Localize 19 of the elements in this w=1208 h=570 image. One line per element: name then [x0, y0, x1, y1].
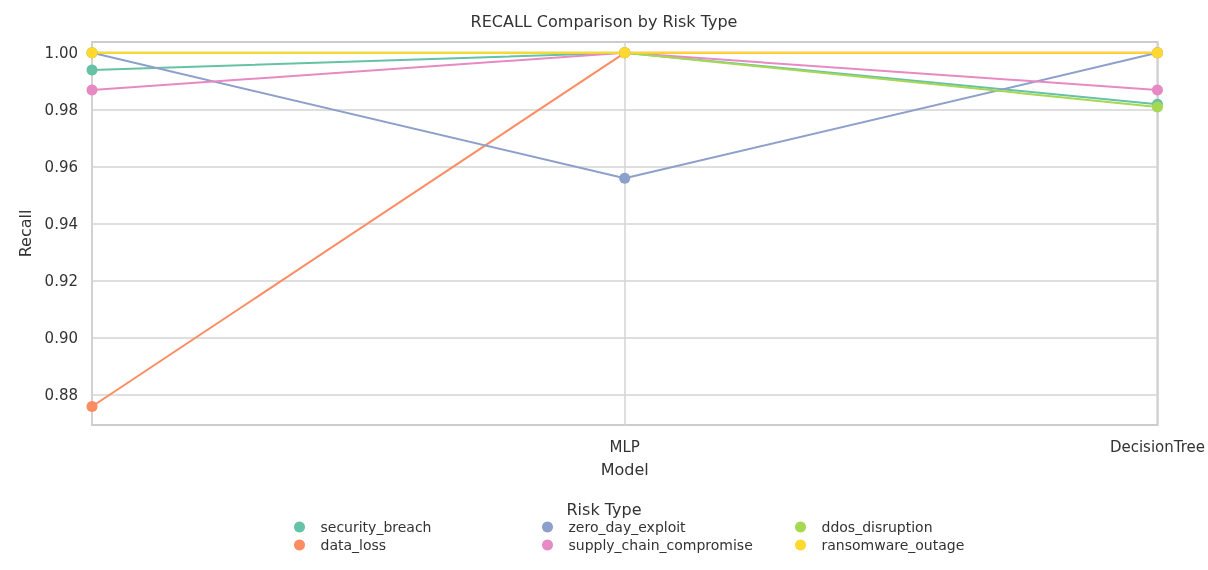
legend-label: ransomware_outage: [821, 537, 965, 553]
legend-label: zero_day_exploit: [568, 519, 687, 535]
y-tick-label: 0.88: [44, 386, 78, 405]
legend-label: data_loss: [320, 537, 387, 553]
y-tick-label: 0.96: [44, 157, 78, 176]
x-tick-label: MLP: [609, 437, 640, 456]
chart-title: RECALL Comparison by Risk Type: [470, 11, 738, 31]
y-tick-label: 0.90: [44, 329, 78, 348]
x-axis-title: Model: [600, 459, 649, 479]
y-tick-label: 0.92: [44, 271, 78, 290]
legend-label: security_breach: [320, 519, 432, 535]
legend-title: Risk Type: [566, 499, 642, 519]
y-axis-title: Recall: [16, 209, 36, 258]
legend-label: ddos_disruption: [821, 519, 933, 535]
y-tick-label: 0.94: [44, 214, 78, 233]
legend-label: supply_chain_compromise: [568, 537, 753, 553]
y-tick-label: 1.00: [44, 43, 78, 62]
x-tick-label: DecisionTree: [1109, 437, 1206, 456]
y-tick-label: 0.98: [44, 100, 78, 119]
